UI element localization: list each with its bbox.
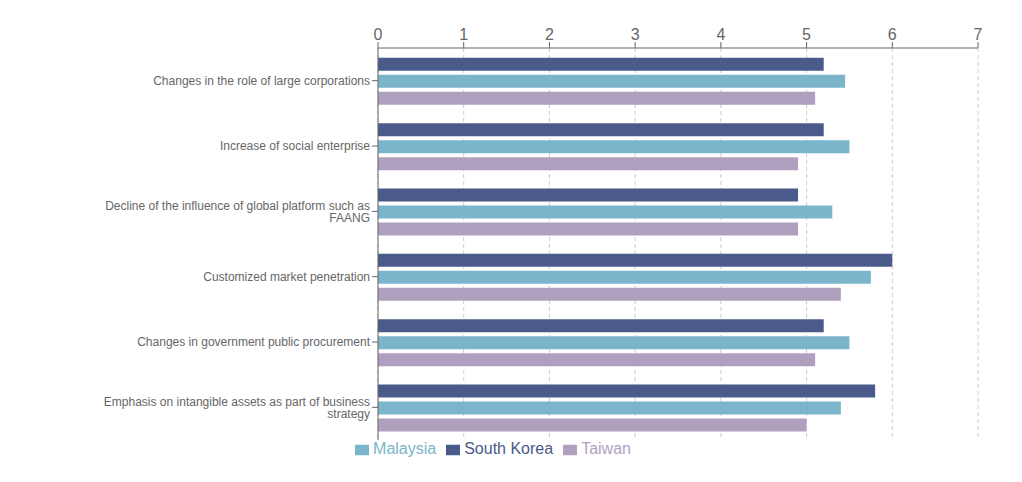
svg-text:3: 3 <box>631 26 640 43</box>
html-text:Malaysia: Malaysia <box>373 440 437 457</box>
svg-text:4: 4 <box>716 26 725 43</box>
svg-text:Decline of the influence of gl: Decline of the influence of global platf… <box>105 199 370 225</box>
svg-text:Changes in the role of large c: Changes in the role of large corporation… <box>153 74 370 88</box>
svg-text:2: 2 <box>545 26 554 43</box>
svg-text:6: 6 <box>888 26 897 43</box>
html-text:South Korea: South Korea <box>464 440 554 457</box>
svg-text:Customized market penetration: Customized market penetration <box>203 270 370 284</box>
svg-text:7: 7 <box>974 26 983 43</box>
svg-text:Emphasis on intangible assets: Emphasis on intangible assets as part of… <box>104 395 370 421</box>
svg-text:0: 0 <box>374 26 383 43</box>
svg-text:1: 1 <box>459 26 468 43</box>
html-text:Taiwan: Taiwan <box>581 440 631 457</box>
svg-text:Changes in government public p: Changes in government public procurement <box>137 335 370 349</box>
svg-text:Increase of social enterprise: Increase of social enterprise <box>220 139 370 153</box>
svg-text:5: 5 <box>802 26 811 43</box>
